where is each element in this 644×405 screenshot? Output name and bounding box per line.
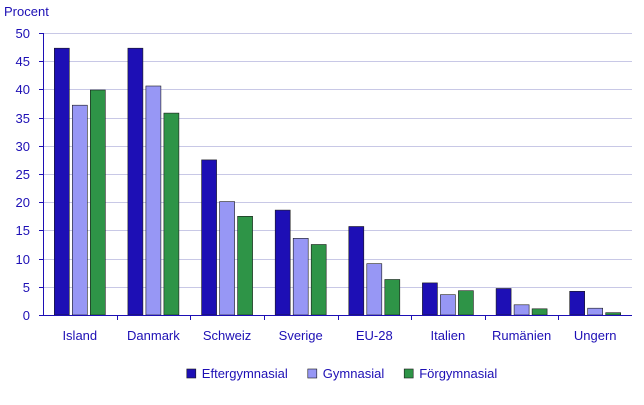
axes <box>39 33 632 320</box>
bar-eftergymnasial <box>348 226 365 316</box>
bar-eftergymnasial <box>422 282 438 316</box>
x-tick-label: Ungern <box>574 328 617 343</box>
legend-swatch <box>403 368 414 379</box>
y-tick-label: 20 <box>16 195 30 210</box>
y-tick-label: 0 <box>23 308 30 323</box>
bars <box>53 47 622 316</box>
y-tick-label: 45 <box>16 54 30 69</box>
bar-eftergymnasial <box>53 47 70 316</box>
y-tick-label: 25 <box>16 167 30 182</box>
y-tick-label: 35 <box>16 111 30 126</box>
x-tick-label: Island <box>62 328 97 343</box>
y-tick-label: 50 <box>16 26 30 41</box>
x-tick-label: Danmark <box>127 328 180 343</box>
legend-label: Eftergymnasial <box>202 366 288 381</box>
x-tick-label: Rumänien <box>492 328 551 343</box>
y-tick-label: 10 <box>16 252 30 267</box>
bar-förgymnasial <box>237 216 253 316</box>
y-tick-label: 40 <box>16 82 30 97</box>
bar-eftergymnasial <box>569 290 586 316</box>
legend-label: Gymnasial <box>323 366 385 381</box>
bar-gymnasial <box>72 104 88 316</box>
bar-eftergymnasial <box>274 209 291 316</box>
bar-gymnasial <box>219 201 235 316</box>
bar-förgymnasial <box>384 279 401 316</box>
bar-förgymnasial <box>90 89 106 316</box>
legend-swatch <box>186 368 197 379</box>
y-tick-label: 5 <box>23 280 30 295</box>
bar-förgymnasial <box>163 112 180 316</box>
tick-labels: 0 5 10 15 20 25 30 35 40 45 50 Island Danmark Schweiz… <box>16 26 617 343</box>
legend: Eftergymnasial Gymnasial Förgymnasial <box>186 366 497 381</box>
bar-gymnasial <box>513 304 530 316</box>
bar-förgymnasial <box>605 312 622 316</box>
bar-förgymnasial <box>458 290 474 316</box>
x-tick-label: Italien <box>431 328 466 343</box>
x-tick-label: EU-28 <box>356 328 393 343</box>
bar-gymnasial <box>366 263 383 316</box>
legend-swatch <box>307 368 318 379</box>
bar-gymnasial <box>292 238 309 316</box>
bar-gymnasial <box>587 307 604 316</box>
x-tick-label: Sverige <box>279 328 323 343</box>
legend-label: Förgymnasial <box>419 366 497 381</box>
bar-förgymnasial <box>310 244 327 316</box>
y-tick-label: 30 <box>16 139 30 154</box>
y-axis-title: Procent <box>4 4 49 19</box>
x-tick-label: Schweiz <box>203 328 251 343</box>
bar-gymnasial <box>145 85 162 316</box>
bar-gymnasial <box>440 294 456 316</box>
bar-eftergymnasial <box>127 47 144 316</box>
bar-eftergymnasial <box>495 288 512 316</box>
bar-förgymnasial <box>531 308 548 316</box>
bar-eftergymnasial <box>201 159 217 316</box>
y-tick-label: 15 <box>16 223 30 238</box>
